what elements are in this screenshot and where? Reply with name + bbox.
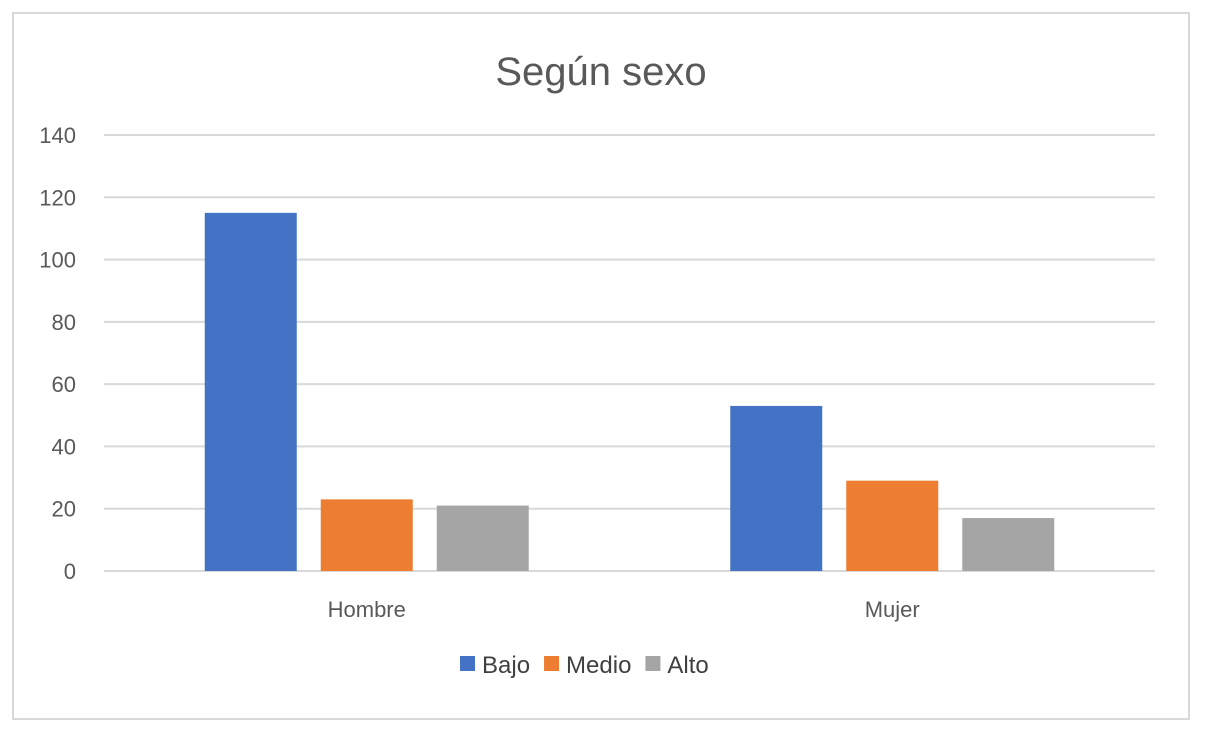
- y-tick-label: 60: [52, 372, 76, 397]
- bar-bajo-mujer: [730, 405, 823, 571]
- chart-title: Según sexo: [495, 50, 706, 94]
- x-category-label: Hombre: [328, 597, 406, 622]
- y-tick-label: 140: [39, 123, 76, 148]
- x-axis-categories: Hombre Mujer: [328, 597, 920, 622]
- x-category-label: Mujer: [865, 597, 920, 622]
- y-tick-label: 40: [52, 434, 76, 459]
- legend-label: Alto: [667, 652, 708, 679]
- y-tick-label: 80: [52, 310, 76, 335]
- bar-medio-hombre: [320, 499, 413, 571]
- legend-label: Medio: [566, 652, 631, 679]
- y-tick-label: 0: [64, 559, 76, 584]
- legend: Bajo Medio Alto: [460, 652, 709, 679]
- bars: [204, 212, 1055, 571]
- y-tick-label: 20: [52, 497, 76, 522]
- bar-medio-mujer: [846, 480, 939, 571]
- legend-swatch-bajo: [460, 656, 475, 671]
- bar-bajo-hombre: [204, 212, 297, 571]
- legend-swatch-alto: [645, 656, 661, 671]
- bar-alto-mujer: [962, 518, 1055, 571]
- legend-swatch-medio: [544, 656, 560, 671]
- y-tick-label: 100: [39, 248, 76, 273]
- y-axis-ticks: 0 20 40 60 80 100 120 140: [39, 123, 76, 584]
- y-tick-label: 120: [39, 185, 76, 210]
- bar-alto-hombre: [436, 505, 529, 571]
- legend-label: Bajo: [482, 652, 530, 679]
